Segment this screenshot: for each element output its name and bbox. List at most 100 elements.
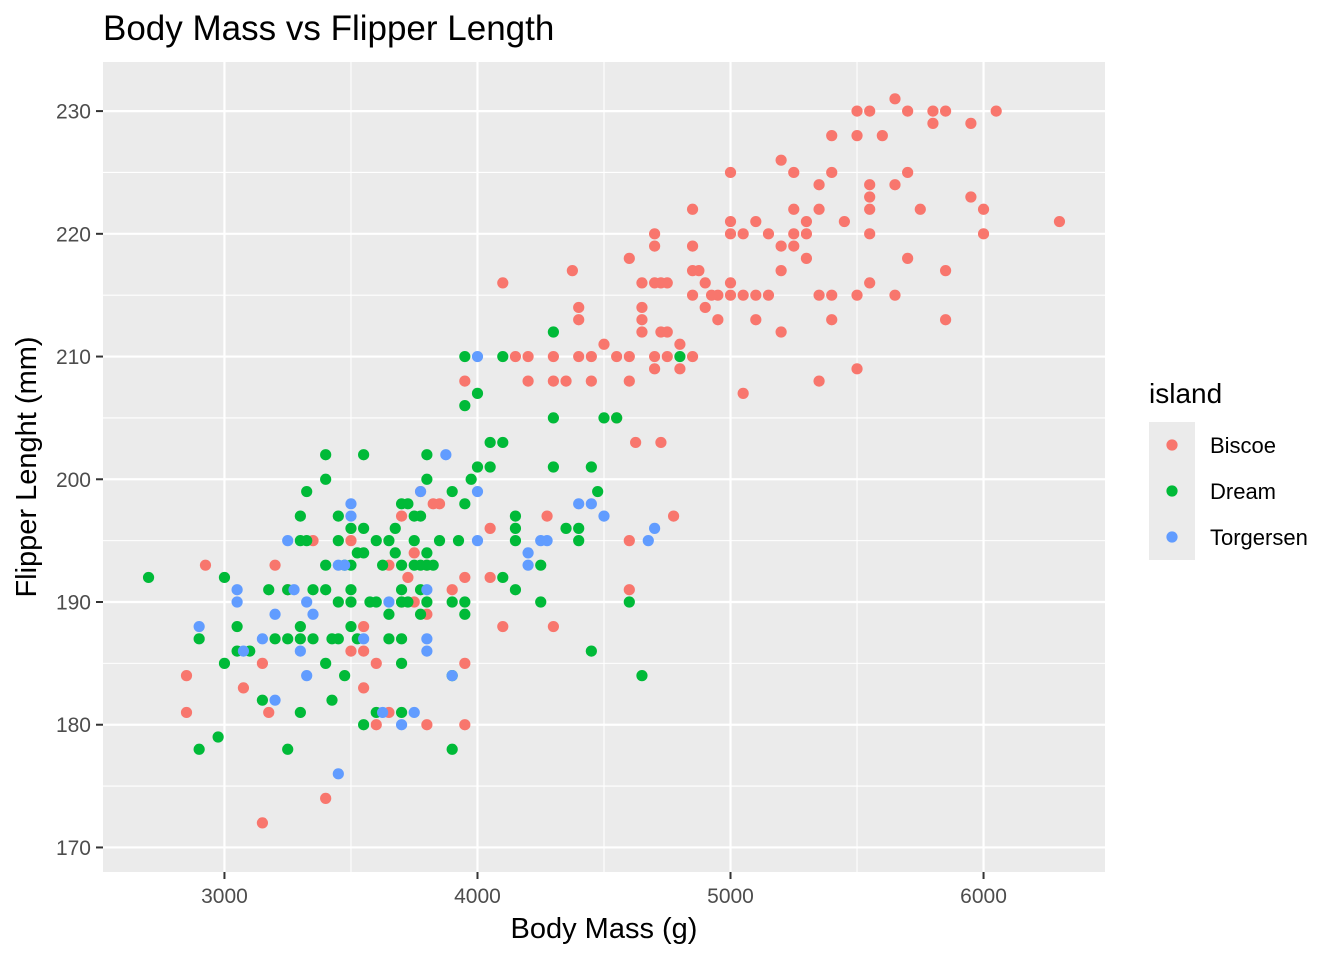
data-point — [674, 350, 686, 363]
data-point — [459, 498, 471, 510]
data-point — [320, 473, 332, 485]
data-point — [939, 105, 952, 117]
data-point — [376, 559, 389, 571]
y-tick-label: 220 — [56, 223, 91, 246]
data-point — [655, 326, 667, 338]
data-point — [459, 571, 471, 584]
data-point — [376, 706, 389, 719]
data-point — [1053, 215, 1066, 228]
data-point — [307, 584, 319, 596]
data-point — [497, 620, 509, 633]
data-point — [484, 461, 496, 473]
data-point — [294, 620, 306, 633]
data-point — [712, 314, 724, 326]
data-point — [509, 584, 522, 596]
data-point — [301, 670, 313, 682]
data-point — [497, 350, 509, 363]
data-point — [585, 498, 597, 510]
data-point — [358, 719, 370, 731]
data-point — [307, 608, 319, 620]
data-point — [427, 498, 439, 510]
data-point — [623, 252, 635, 264]
data-point — [541, 535, 553, 547]
data-point — [547, 620, 559, 633]
data-point — [471, 461, 484, 473]
legend-key-swatch — [1166, 485, 1178, 497]
data-point — [699, 301, 711, 314]
data-point — [269, 608, 281, 620]
data-point — [623, 584, 635, 596]
data-point — [326, 694, 338, 706]
data-point — [541, 510, 553, 522]
x-axis: 3000 4000 5000 6000 — [201, 872, 1007, 908]
data-point — [459, 608, 471, 620]
data-point — [547, 350, 559, 363]
data-point — [269, 694, 281, 706]
data-point — [509, 510, 522, 522]
data-point — [636, 277, 648, 289]
data-point — [282, 743, 294, 755]
data-point — [370, 596, 382, 608]
data-point — [927, 117, 939, 129]
data-point — [358, 522, 370, 534]
data-point — [686, 265, 699, 277]
data-point — [383, 608, 395, 620]
y-tick-label: 200 — [56, 469, 91, 492]
legend-title: island — [1149, 378, 1222, 409]
data-point — [724, 215, 737, 228]
data-points — [142, 93, 1066, 829]
data-point — [573, 350, 585, 363]
minor-gridlines — [103, 62, 1105, 872]
data-point — [358, 547, 370, 559]
data-point — [294, 510, 306, 522]
data-point — [573, 498, 585, 510]
data-point — [421, 449, 433, 461]
data-point — [320, 559, 332, 571]
data-point — [724, 166, 737, 179]
data-point — [471, 350, 484, 363]
data-point — [358, 645, 370, 657]
data-point — [320, 792, 332, 804]
data-point — [813, 375, 825, 387]
data-point — [788, 166, 800, 179]
data-point — [826, 130, 838, 142]
data-point — [256, 657, 269, 669]
x-tick-label: 5000 — [707, 885, 754, 908]
data-point — [649, 240, 661, 252]
data-point — [522, 559, 534, 571]
data-point — [332, 633, 344, 645]
data-point — [737, 289, 749, 301]
data-point — [294, 706, 306, 719]
data-point — [623, 375, 635, 387]
data-point — [573, 522, 585, 534]
data-point — [237, 682, 250, 694]
data-point — [256, 633, 269, 645]
data-point — [775, 326, 787, 338]
data-point — [674, 363, 686, 375]
data-point — [864, 277, 876, 289]
data-point — [142, 571, 155, 584]
data-point — [535, 559, 547, 571]
data-point — [573, 314, 585, 326]
data-point — [914, 203, 926, 215]
data-point — [636, 301, 648, 314]
x-tick-label: 3000 — [201, 885, 248, 908]
data-point — [762, 228, 775, 240]
data-point — [585, 350, 597, 363]
data-point — [902, 105, 914, 117]
data-point — [465, 473, 477, 485]
data-point — [686, 240, 699, 252]
data-point — [320, 584, 332, 596]
chart-title: Body Mass vs Flipper Length — [103, 9, 554, 48]
data-point — [193, 620, 205, 633]
data-point — [421, 584, 433, 596]
data-point — [851, 289, 863, 301]
data-point — [395, 719, 408, 731]
data-point — [737, 387, 749, 399]
y-tick-label: 210 — [56, 346, 91, 369]
data-point — [965, 191, 977, 203]
data-point — [301, 596, 313, 608]
data-point — [459, 350, 471, 363]
data-point — [522, 547, 534, 559]
data-point — [509, 350, 522, 363]
